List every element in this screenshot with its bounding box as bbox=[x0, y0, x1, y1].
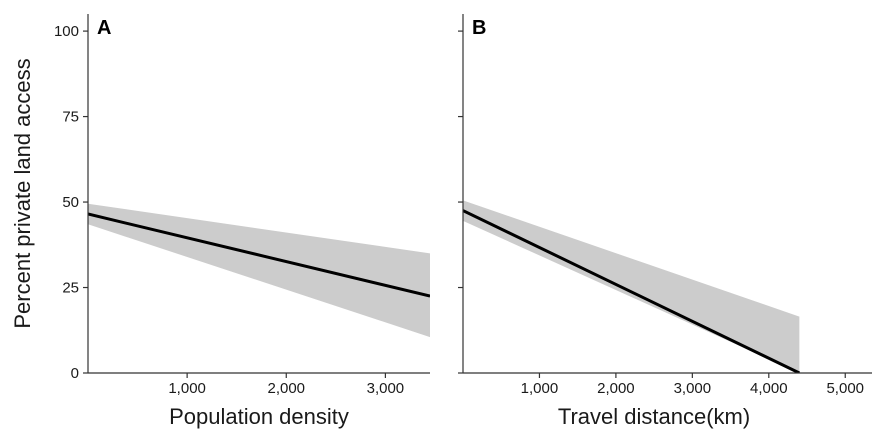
panel-a: 0 25 50 75 100 1,000 2,000 3,000 A Population den… bbox=[10, 14, 430, 429]
x-tick-label: 5,000 bbox=[826, 380, 864, 397]
x-tick-label: 2,000 bbox=[597, 380, 635, 397]
y-tick-label: 75 bbox=[62, 109, 79, 126]
panel-label: B bbox=[472, 17, 486, 39]
confidence-band bbox=[463, 200, 800, 373]
x-tick-label: 2,000 bbox=[267, 380, 305, 397]
plot-area bbox=[88, 203, 430, 338]
y-tick-label: 0 bbox=[71, 365, 79, 382]
x-axis-title: Travel distance(km) bbox=[558, 404, 750, 429]
confidence-band bbox=[88, 203, 430, 338]
y-axis-title: Percent private land access bbox=[10, 58, 35, 328]
x-tick-label: 1,000 bbox=[521, 380, 559, 397]
x-tick-label: 3,000 bbox=[367, 380, 405, 397]
plot-area bbox=[463, 200, 801, 373]
regression-line bbox=[88, 212, 430, 298]
x-tick-label: 1,000 bbox=[168, 380, 206, 397]
x-tick-label: 4,000 bbox=[750, 380, 788, 397]
regression-line bbox=[463, 209, 801, 373]
x-axis-title: Population density bbox=[169, 404, 349, 429]
y-tick-label: 100 bbox=[54, 23, 79, 40]
panel-label: A bbox=[97, 17, 111, 39]
x-tick-label: 3,000 bbox=[674, 380, 712, 397]
y-tick-label: 50 bbox=[62, 194, 79, 211]
panel-b: 1,000 2,000 3,000 4,000 5,000 B Travel distanc… bbox=[458, 14, 872, 429]
y-tick-label: 25 bbox=[62, 280, 79, 297]
